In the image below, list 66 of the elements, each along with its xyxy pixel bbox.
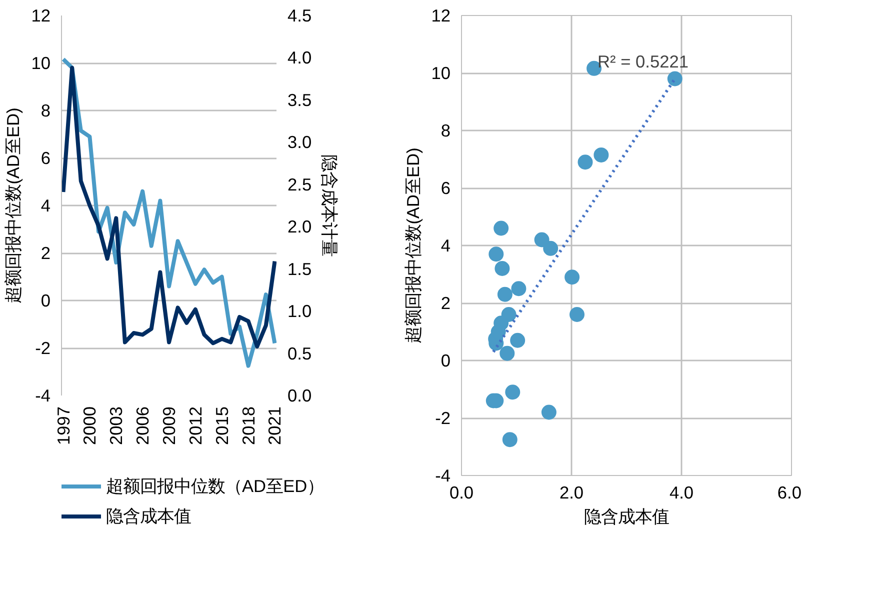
y-tick-label: 2 [40, 243, 51, 263]
y-tick-label: 12 [431, 6, 451, 26]
y-tick-label: 0 [40, 290, 51, 310]
point [494, 261, 510, 276]
point [490, 324, 506, 340]
point [570, 307, 584, 322]
point [543, 240, 558, 256]
x-tick-label: 2021 [264, 406, 285, 446]
point [578, 154, 593, 170]
y-tick-label: 8 [440, 120, 451, 140]
y2-tick-label: 0.0 [288, 386, 312, 406]
y-tick-label: 6 [440, 178, 451, 198]
point [534, 232, 550, 248]
x-tick-label: 2006 [132, 406, 153, 446]
x-tick-label: 2012 [185, 406, 206, 446]
legend-label: 超额回报中位数（AD至ED） [106, 475, 324, 498]
point [502, 432, 518, 448]
y2-tick-label: 3.0 [288, 132, 312, 152]
y2-axis-title: 隐含成本计量 [320, 154, 340, 256]
x-axis-title: 隐含成本值 [584, 506, 669, 526]
x-tick-label: 4.0 [669, 482, 694, 502]
point [510, 332, 526, 348]
point [505, 384, 520, 400]
y-tick-label: 8 [40, 100, 51, 120]
point [511, 281, 526, 296]
y2-tick-label: 2.5 [288, 174, 312, 194]
point [564, 270, 580, 285]
y-tick-label: 12 [31, 6, 51, 26]
x-tick-label: 2000 [80, 406, 100, 446]
y-tick-label: -2 [35, 338, 51, 358]
y-tick-label: 4 [440, 236, 451, 256]
y2-tick-label: 1.5 [288, 258, 312, 279]
y-tick-label: -4 [35, 386, 51, 406]
x-tick-label: 1997 [53, 406, 74, 446]
y-tick-label: -4 [435, 466, 451, 486]
point [494, 220, 509, 236]
annotation: R² = 0.5221 [597, 52, 689, 72]
y-tick-label: 2 [440, 293, 451, 313]
point [497, 286, 512, 302]
y2-tick-label: 4.5 [288, 6, 312, 26]
y2-tick-label: 3.5 [288, 90, 312, 110]
x-tick-label: 6.0 [777, 482, 802, 502]
x-tick-label: 2003 [106, 406, 126, 446]
y-tick-label: 4 [40, 196, 51, 216]
point [541, 404, 556, 420]
y-axis-title: 超额回报中位数(AD至ED) [403, 148, 424, 344]
x-tick-label: 2015 [212, 406, 232, 446]
legend-label: 隐含成本值 [106, 505, 191, 528]
y-tick-label: -2 [435, 408, 451, 428]
y2-tick-label: 4.0 [288, 48, 312, 68]
point [667, 71, 682, 86]
x-tick-label: 2018 [238, 406, 258, 446]
y-tick-label: 6 [40, 148, 51, 168]
y-tick-label: 0 [440, 350, 451, 370]
point [594, 147, 609, 162]
y2-tick-label: 1.0 [288, 301, 312, 322]
x-tick-label: 2009 [159, 406, 179, 446]
y-axis-title: 超额回报中位数(AD至ED) [3, 108, 24, 304]
y2-tick-label: 2.0 [288, 216, 312, 237]
point [488, 246, 504, 262]
y-tick-label: 10 [31, 53, 51, 73]
y-tick-label: 10 [431, 63, 451, 83]
x-tick-label: 0.0 [449, 482, 474, 502]
x-tick-label: 2.0 [559, 482, 584, 502]
y2-tick-label: 0.5 [288, 343, 312, 364]
point [500, 346, 515, 361]
